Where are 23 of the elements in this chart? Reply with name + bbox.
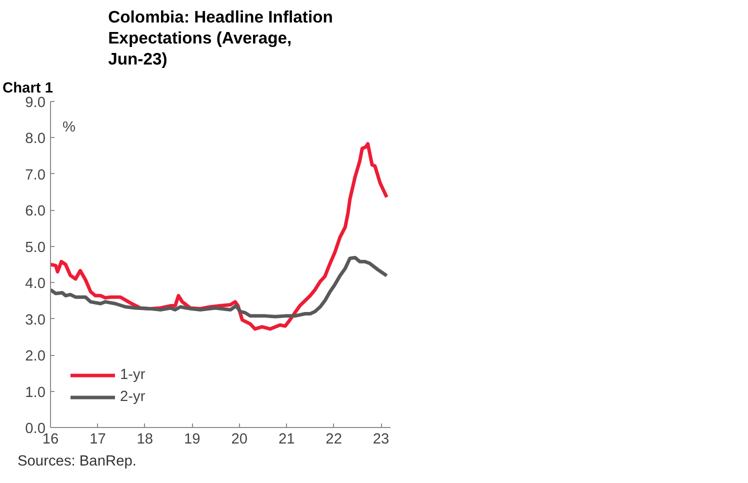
y-tick-label: 4.0 xyxy=(25,276,46,292)
x-tick-label: 22 xyxy=(326,432,342,448)
y-tick-label: 5.0 xyxy=(25,240,46,256)
y-tick-label: 8.0 xyxy=(25,131,46,148)
source-note: Sources: BanRep. xyxy=(18,454,136,470)
y-tick-label: 9.0 xyxy=(25,95,46,111)
x-tick-label: 18 xyxy=(136,432,154,448)
x-tick-label: 23 xyxy=(372,432,390,448)
y-tick-label: 2.0 xyxy=(25,348,46,365)
x-tick-label: 19 xyxy=(184,432,200,448)
y-tick-label: 7.0 xyxy=(25,167,46,184)
chart-title: Colombia: Headline Inflation Expectations (Average, Jun-23) xyxy=(108,8,333,68)
line-series xyxy=(50,256,388,318)
x-tick-label: 21 xyxy=(278,432,295,448)
y-tick-label: 6.0 xyxy=(25,204,46,220)
legend-label: 2-yr xyxy=(120,389,146,405)
y-axis-title: % xyxy=(62,120,76,136)
x-tick-label: 20 xyxy=(231,432,248,448)
x-tick-label: 17 xyxy=(90,432,106,448)
caption: Chart 1 xyxy=(2,80,53,96)
y-tick-label: 3.0 xyxy=(25,312,46,328)
legend-label: 1-yr xyxy=(120,367,146,383)
y-tick-label: 1.0 xyxy=(25,384,46,401)
